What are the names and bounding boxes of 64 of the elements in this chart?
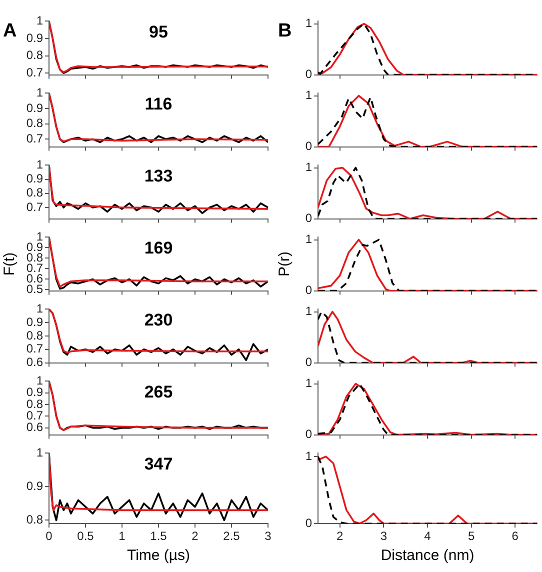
y-tick-label: 1 xyxy=(305,232,312,246)
y-axis-title: P(r) xyxy=(276,252,294,276)
y-tick-label: 0.6 xyxy=(26,355,44,370)
text: B xyxy=(278,20,292,42)
y-tick-label: 1 xyxy=(305,160,312,174)
y-tick-label: 0.6 xyxy=(26,420,44,434)
y-tick-label: 1 xyxy=(36,374,44,388)
chart-title: 133 xyxy=(144,166,173,186)
y-tick-label: 0.8 xyxy=(26,512,44,527)
chart-title: 169 xyxy=(144,238,173,258)
chart-title: 230 xyxy=(144,310,173,330)
y-tick-label: 1 xyxy=(36,446,44,460)
x-tick-label: 3 xyxy=(264,529,272,544)
chart-title: 265 xyxy=(144,382,173,402)
x-tick-label: 3 xyxy=(380,529,388,544)
y-tick-label: 0.9 xyxy=(26,100,44,115)
y-tick-label: 0.9 xyxy=(26,314,44,329)
y-tick-label: 0.7 xyxy=(26,65,44,80)
y-tick-label: 0 xyxy=(305,427,312,442)
y-tick-label: 0.8 xyxy=(26,186,44,200)
y-tick-label: 0.8 xyxy=(26,48,44,62)
x-tick-label: 0 xyxy=(46,529,53,544)
y-axis-title: F(t) xyxy=(1,252,18,276)
y-tick-label: 1 xyxy=(305,376,312,390)
y-tick-label: 1 xyxy=(36,158,44,172)
y-tick-label: 1 xyxy=(305,88,312,102)
x-tick-label: 2.5 xyxy=(223,529,240,544)
y-tick-label: 0 xyxy=(305,283,312,298)
y-tick-label: 1 xyxy=(305,16,312,30)
chart-title: 95 xyxy=(149,22,168,42)
y-tick-label: 0.8 xyxy=(26,396,44,411)
y-tick-label: 0 xyxy=(305,355,312,370)
y-tick-label: 1 xyxy=(36,86,44,100)
y-tick-label: 0.7 xyxy=(26,200,44,214)
y-tick-label: 0.7 xyxy=(26,131,44,146)
y-tick-label: 0.8 xyxy=(26,328,44,342)
y-tick-label: 0 xyxy=(305,67,312,82)
x-tick-label: 2 xyxy=(336,529,344,544)
x-tick-label: 2 xyxy=(192,529,199,544)
y-tick-label: 0 xyxy=(305,211,312,226)
y-tick-label: 0.7 xyxy=(26,408,44,422)
y-tick-label: 0.9 xyxy=(26,30,44,45)
y-tick-label: 0.7 xyxy=(26,342,44,356)
x-tick-label: 4 xyxy=(424,529,432,544)
x-tick-label: 0.5 xyxy=(77,529,94,544)
x-tick-label: 1 xyxy=(118,529,126,544)
chart-title: 116 xyxy=(144,94,172,114)
y-tick-label: 0.9 xyxy=(26,385,44,400)
y-tick-label: 1 xyxy=(305,448,312,463)
y-tick-label: 1 xyxy=(36,302,44,316)
x-tick-label: 1.5 xyxy=(150,529,168,544)
x-axis-title: Time (µs) xyxy=(126,547,190,564)
y-tick-label: 0 xyxy=(305,139,312,154)
text: A xyxy=(3,20,17,42)
x-tick-label: 5 xyxy=(468,529,475,544)
chart-title: 347 xyxy=(144,454,173,474)
y-tick-label: 1 xyxy=(36,14,44,28)
y-tick-label: 0.9 xyxy=(26,479,44,494)
y-tick-label: 0.8 xyxy=(26,116,44,130)
x-tick-label: 6 xyxy=(512,529,519,544)
y-tick-label: 0.9 xyxy=(26,172,44,186)
y-tick-label: 1 xyxy=(305,304,312,318)
y-tick-label: 0 xyxy=(305,516,312,530)
x-axis-title: Distance (nm) xyxy=(380,547,474,564)
